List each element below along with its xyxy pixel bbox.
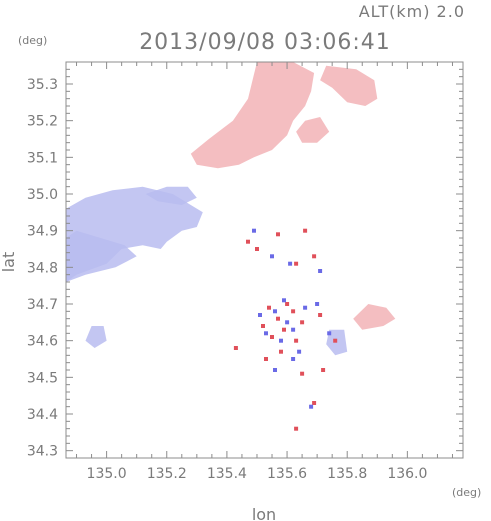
velocity-pixel-positive — [303, 228, 308, 233]
x-tick-label: 135.4 — [207, 466, 247, 482]
velocity-pixel-positive — [294, 338, 299, 343]
velocity-pixel-negative — [285, 320, 290, 325]
velocity-pixel-negative — [279, 338, 283, 343]
velocity-pixel-positive — [294, 261, 299, 266]
velocity-pixel-negative — [288, 261, 293, 266]
velocity-pixel-negative — [291, 327, 296, 332]
altitude-label: ALT(km) 2.0 — [359, 2, 465, 21]
y-tick-label: 34.6 — [27, 334, 58, 350]
x-tick-label: 136.0 — [387, 466, 427, 482]
echo-region-negative — [66, 230, 137, 282]
axis-ticks: 135.0 135.2 135.4 135.6 135.8 136.0 34.3 34.4 34… — [27, 61, 463, 482]
velocity-pixel-positive — [261, 324, 265, 328]
y-tick-label: 34.7 — [27, 297, 58, 313]
velocity-pixel-negative — [309, 404, 314, 409]
velocity-pixel-positive — [276, 316, 280, 321]
timestamp-title: 2013/09/08 03:06:41 — [139, 30, 391, 55]
velocity-pixel-negative — [291, 357, 296, 361]
y-tick-label: 35.3 — [27, 77, 58, 93]
y-tick-label: 34.9 — [27, 224, 58, 240]
y-tick-label: 35.1 — [27, 150, 58, 166]
velocity-pixel-negative — [282, 298, 286, 303]
y-tick-label: 35.2 — [27, 114, 58, 130]
y-tick-label: 34.3 — [27, 444, 58, 460]
y-tick-label: 34.4 — [27, 407, 58, 423]
velocity-pixel-positive — [285, 302, 290, 306]
velocity-pixel-positive — [300, 371, 305, 376]
velocity-pixel-positive — [276, 232, 280, 237]
velocity-pixel-negative — [297, 349, 302, 354]
velocity-pixel-positive — [294, 426, 299, 431]
x-tick-label: 135.8 — [327, 466, 367, 482]
velocity-pixel-positive — [233, 346, 238, 350]
y-tick-label: 34.5 — [27, 370, 58, 386]
velocity-pixel-positive — [267, 305, 271, 310]
echo-region-negative — [145, 186, 197, 205]
velocity-pixel-negative — [252, 228, 256, 233]
y-tick-label: 34.8 — [27, 260, 58, 276]
velocity-pixel-negative — [270, 254, 274, 259]
velocity-pixel-positive — [312, 254, 317, 259]
y-tick-label: 35.0 — [27, 187, 58, 203]
echo-region-negative — [85, 326, 107, 348]
velocity-pixel-positive — [270, 335, 274, 339]
velocity-pixel-positive — [318, 313, 323, 317]
y-unit-label: (deg) — [18, 34, 47, 47]
velocity-pixel-positive — [321, 368, 326, 372]
x-tick-label: 135.6 — [267, 466, 307, 482]
echo-region-positive — [296, 117, 330, 143]
velocity-pixel-positive — [279, 349, 283, 354]
velocity-pixel-negative — [264, 331, 268, 336]
velocity-pixel-negative — [327, 331, 332, 336]
x-axis-title: lon — [252, 505, 276, 521]
velocity-pixel-negative — [303, 305, 308, 310]
velocity-pixel-positive — [255, 247, 259, 251]
velocity-pixel-positive — [282, 327, 286, 332]
x-unit-label: (deg) — [452, 486, 481, 499]
velocity-pixel-positive — [300, 320, 305, 325]
y-axis-title: lat — [0, 252, 18, 273]
velocity-pixel-negative — [273, 309, 277, 314]
velocity-pixel-negative — [273, 368, 277, 372]
velocity-pixel-negative — [318, 269, 323, 273]
echo-region-positive — [353, 304, 396, 330]
velocity-scatter — [233, 228, 338, 431]
velocity-pixel-positive — [264, 357, 268, 361]
echo-regions — [66, 62, 396, 356]
velocity-pixel-positive — [246, 239, 250, 244]
velocity-pixel-negative — [315, 302, 320, 306]
velocity-pixel-positive — [333, 338, 338, 343]
x-tick-label: 135.2 — [147, 466, 187, 482]
x-tick-label: 135.0 — [87, 466, 127, 482]
echo-region-positive — [190, 62, 315, 169]
velocity-pixel-positive — [312, 401, 317, 405]
echo-region-positive — [320, 65, 378, 106]
velocity-pixel-positive — [291, 309, 296, 314]
velocity-pixel-negative — [258, 313, 262, 317]
